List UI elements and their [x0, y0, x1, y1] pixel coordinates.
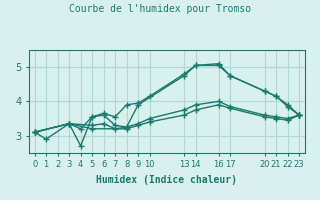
- X-axis label: Humidex (Indice chaleur): Humidex (Indice chaleur): [96, 175, 237, 185]
- Text: Courbe de l'humidex pour Tromso: Courbe de l'humidex pour Tromso: [69, 4, 251, 14]
